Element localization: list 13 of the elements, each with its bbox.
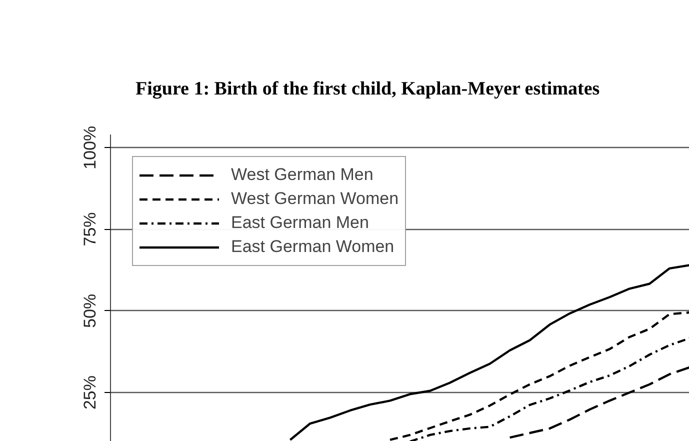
line-series xyxy=(508,366,689,439)
y-tick-label: 75% xyxy=(80,212,100,246)
line-series xyxy=(289,264,689,441)
line-series xyxy=(388,311,689,441)
chart-title: Figure 1: Birth of the first child, Kaplan-Meyer estimates xyxy=(136,78,600,100)
y-tick-label: 100% xyxy=(80,126,100,170)
legend-label: West German Women xyxy=(231,188,399,210)
legend-label: West German Men xyxy=(231,164,374,186)
legend-label: East German Women xyxy=(231,236,394,258)
legend-label: East German Men xyxy=(231,212,369,234)
y-tick-label: 25% xyxy=(80,375,100,410)
line-series xyxy=(408,337,689,441)
y-tick-label: 50% xyxy=(80,294,100,328)
